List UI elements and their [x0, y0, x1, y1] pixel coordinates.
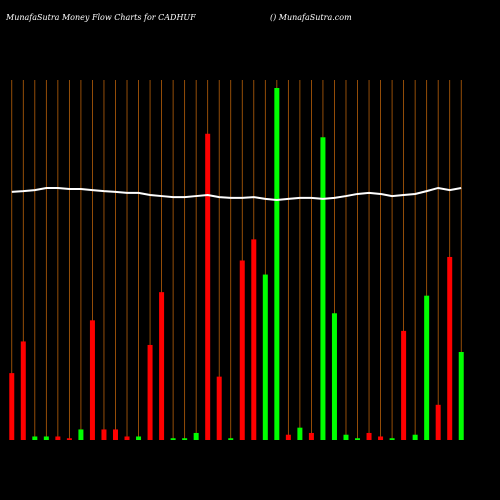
bar: [285, 434, 291, 440]
bar: [378, 436, 384, 440]
bar: [331, 313, 337, 440]
bar: [447, 256, 453, 440]
bar: [401, 330, 407, 440]
bar: [343, 434, 349, 440]
bar: [355, 438, 361, 440]
chart-subtitle: () MunafaSutra.com: [270, 13, 352, 22]
bar: [182, 438, 188, 440]
bar: [228, 438, 234, 440]
money-flow-line: [11, 186, 462, 201]
bar: [389, 438, 395, 440]
bar: [262, 274, 268, 440]
bar: [43, 436, 49, 440]
bar: [216, 376, 222, 440]
bar: [170, 438, 176, 440]
bar: [366, 432, 372, 440]
bar: [435, 404, 441, 440]
bar: [205, 133, 211, 440]
bar: [124, 436, 130, 440]
bar: [32, 436, 38, 440]
bar: [412, 434, 418, 440]
bar: [159, 292, 165, 440]
bar: [424, 295, 430, 440]
chart-title: MunafaSutra Money Flow Charts for CADHUF: [5, 13, 196, 22]
bar: [136, 436, 142, 440]
bar: [89, 320, 95, 440]
bar: [55, 436, 61, 440]
bar: [308, 432, 314, 440]
bar: [66, 438, 72, 440]
bar: [101, 429, 107, 440]
bar: [320, 137, 326, 440]
bar: [9, 373, 15, 440]
bar: [458, 352, 464, 440]
bar: [274, 88, 280, 440]
bar: [112, 429, 118, 440]
bar: [297, 427, 303, 440]
bar: [78, 429, 84, 440]
bar: [251, 239, 257, 440]
bar: [239, 260, 245, 440]
bar: [193, 432, 199, 440]
bar: [147, 344, 153, 440]
bar: [20, 341, 26, 440]
